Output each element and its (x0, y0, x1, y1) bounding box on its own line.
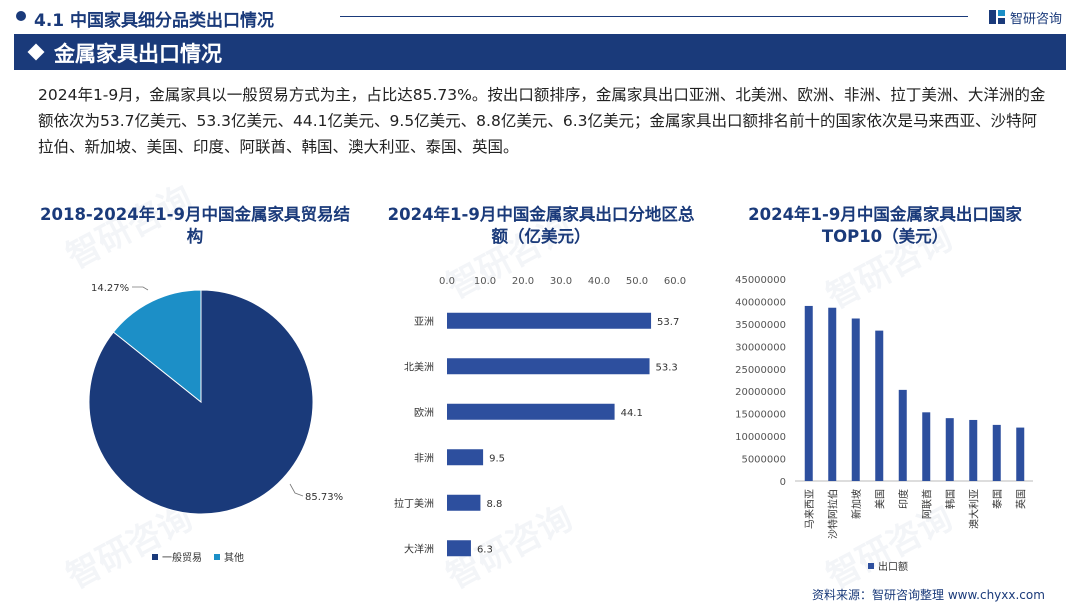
y-tick-label: 欧洲 (414, 407, 434, 419)
x-tick-label: 50.0 (626, 276, 648, 287)
data-label: 53.3 (656, 362, 678, 373)
top-header: 4.1 中国家具细分品类出口情况 智研咨询 (0, 0, 1080, 34)
y-tick-label: 45000000 (735, 275, 786, 286)
data-label: 8.8 (486, 499, 502, 510)
bar (898, 389, 907, 481)
bar (804, 305, 813, 481)
summary-paragraph: 2024年1-9月，金属家具以一般贸易方式为主，占比达85.73%。按出口额排序… (38, 86, 1046, 156)
pie-legend: 一般贸易 其他 (152, 549, 244, 564)
y-tick-label: 30000000 (735, 342, 786, 353)
pie-label: 85.73% (305, 492, 343, 503)
region-chart-title: 2024年1-9月中国金属家具出口分地区总额（亿美元） (387, 205, 695, 246)
y-tick-label: 拉丁美洲 (394, 497, 434, 510)
y-tick-label: 25000000 (735, 365, 786, 376)
bar (969, 419, 978, 481)
x-tick-label: 阿联酋 (920, 489, 933, 519)
x-tick-label: 泰国 (991, 489, 1004, 509)
pie-leader-line (289, 483, 304, 497)
x-tick-label: 60.0 (664, 276, 686, 287)
bar (992, 424, 1001, 481)
pie-chart-title: 2018-2024年1-9月中国金属家具贸易结构 (40, 205, 351, 246)
x-tick-label: 20.0 (512, 276, 534, 287)
x-tick-label: 澳大利亚 (967, 489, 980, 529)
x-tick-label: 0.0 (439, 276, 455, 287)
x-tick-label: 沙特阿拉伯 (826, 489, 839, 539)
y-tick-label: 15000000 (735, 410, 786, 421)
x-tick-label: 印度 (897, 489, 910, 509)
data-label: 53.7 (657, 317, 679, 328)
bar (447, 358, 650, 375)
legend-swatch-other (214, 553, 220, 560)
bar (447, 312, 652, 329)
bar (851, 318, 860, 481)
y-tick-label: 5000000 (741, 455, 786, 466)
bar (828, 307, 837, 481)
legend-swatch-export (868, 562, 874, 569)
bar (875, 330, 884, 481)
bar (447, 494, 481, 511)
bar (447, 449, 484, 466)
x-tick-label: 马来西亚 (804, 489, 816, 529)
y-tick-label: 亚洲 (414, 316, 434, 328)
brand-name: 智研咨询 (1010, 11, 1063, 27)
bar (945, 418, 954, 481)
section-title: 4.1 中国家具细分品类出口情况 (34, 11, 275, 31)
bar (1016, 427, 1025, 481)
y-tick-label: 非洲 (414, 452, 434, 464)
pie-leader-line (132, 286, 149, 291)
banner-title: 金属家具出口情况 (54, 42, 222, 66)
pie-label: 14.27% (91, 283, 129, 294)
y-tick-label: 35000000 (735, 320, 786, 331)
pie-slice (112, 289, 202, 404)
x-tick-label: 10.0 (474, 276, 496, 287)
legend-label-other: 其他 (224, 553, 244, 564)
data-label: 6.3 (477, 544, 493, 555)
x-tick-label: 韩国 (944, 489, 957, 509)
brand-logo-icon (989, 10, 1005, 24)
legend-label-general: 一般贸易 (162, 553, 202, 564)
country-legend: 出口额 (868, 558, 908, 573)
bar (447, 403, 615, 420)
header-divider (340, 16, 968, 17)
bullet-dot-icon (16, 11, 26, 21)
y-tick-label: 40000000 (735, 297, 786, 308)
y-tick-label: 20000000 (735, 387, 786, 398)
y-tick-label: 大洋洲 (404, 542, 434, 555)
bar (447, 540, 471, 557)
x-tick-label: 美国 (873, 489, 886, 509)
source-note: 资料来源：智研咨询整理 www.chyxx.com (812, 588, 1045, 602)
x-tick-label: 英国 (1014, 489, 1027, 509)
y-tick-label: 0 (780, 477, 786, 488)
legend-label-export: 出口额 (878, 562, 908, 573)
x-tick-label: 40.0 (588, 276, 610, 287)
x-tick-label: 30.0 (550, 276, 572, 287)
brand: 智研咨询 (988, 7, 1062, 27)
legend-swatch-general (152, 553, 158, 560)
y-tick-label: 10000000 (735, 432, 786, 443)
x-tick-label: 新加坡 (850, 489, 863, 519)
data-label: 9.5 (489, 453, 505, 464)
bar (922, 412, 931, 481)
title-banner: 金属家具出口情况 (14, 34, 1066, 70)
country-chart-title: 2024年1-9月中国金属家具出口国家TOP10（美元） (748, 205, 1022, 246)
data-label: 44.1 (621, 408, 643, 419)
y-tick-label: 北美洲 (404, 360, 434, 373)
